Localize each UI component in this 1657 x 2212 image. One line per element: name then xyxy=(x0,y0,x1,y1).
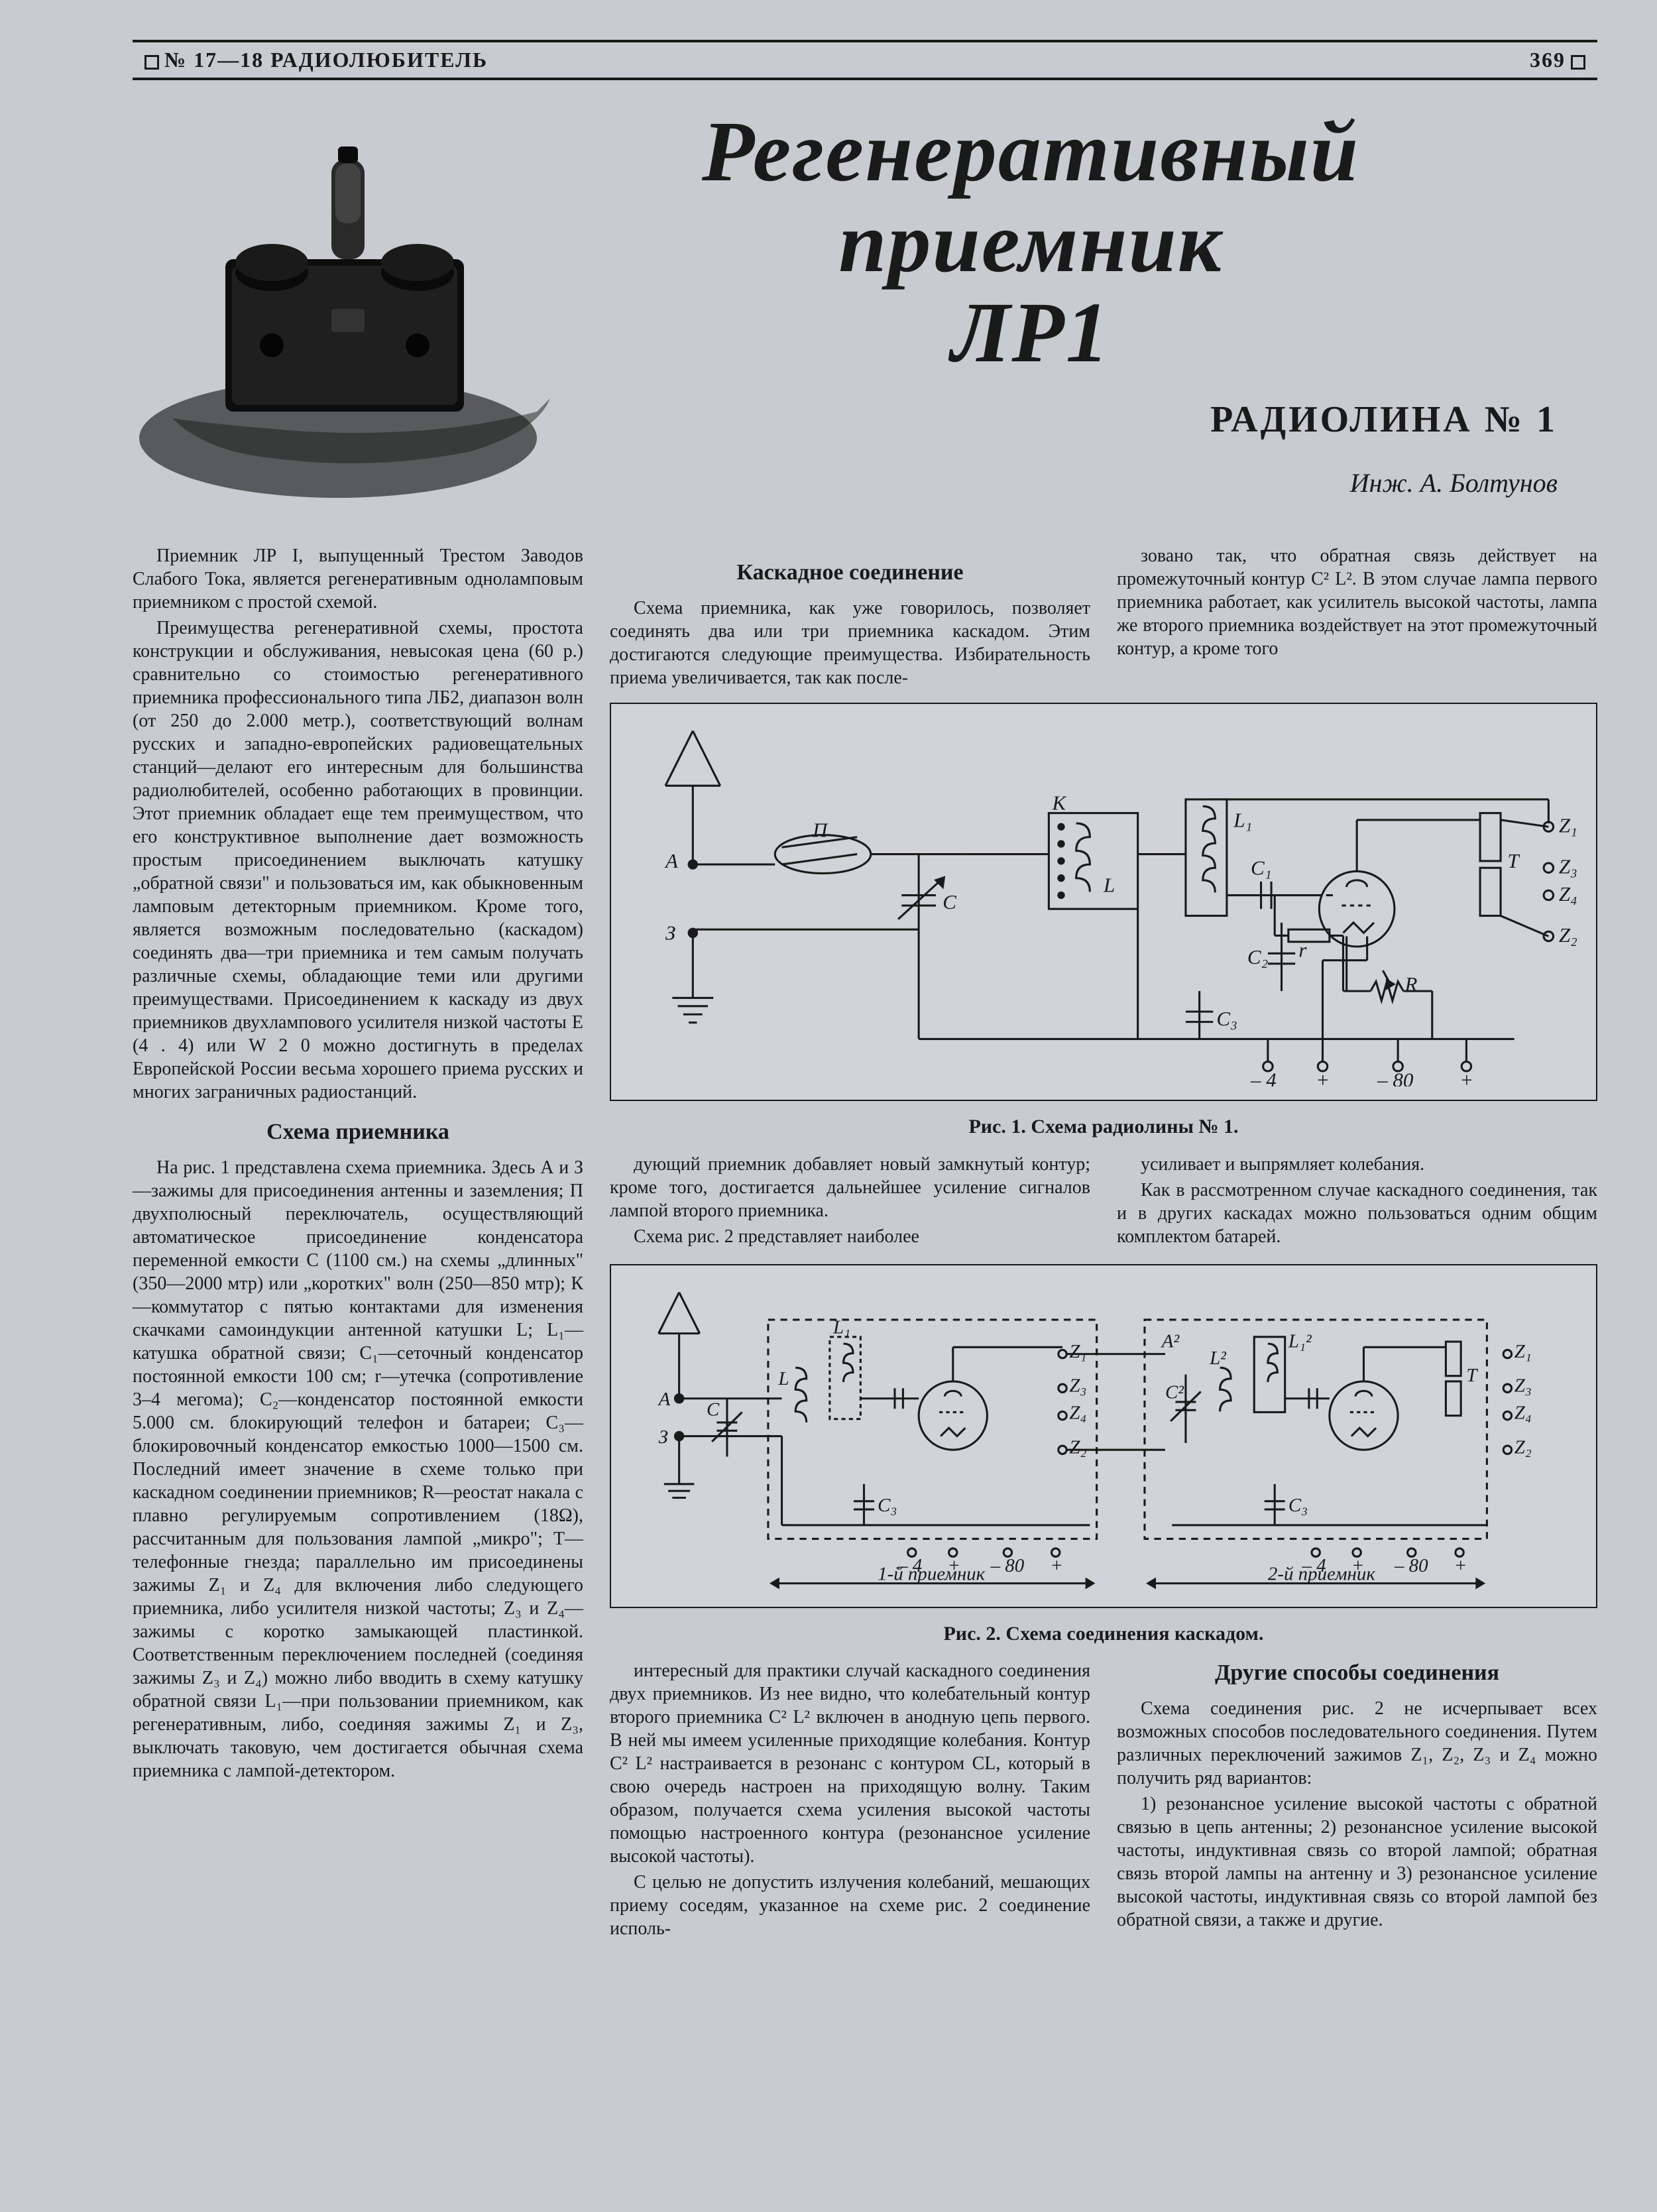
svg-text:+: + xyxy=(1316,1068,1330,1086)
svg-text:L₁: L₁ xyxy=(1233,808,1252,831)
svg-text:А: А xyxy=(664,849,679,872)
svg-text:C₁: C₁ xyxy=(1251,856,1271,879)
figure-2: А З C L L₁ xyxy=(610,1264,1597,1608)
svg-text:C²: C² xyxy=(1165,1381,1184,1403)
other-p2: 1) резонансное усиление высокой частоты … xyxy=(1117,1792,1597,1932)
cascade-p3b: усиливает и выпрямляет колебания. xyxy=(1117,1153,1597,1176)
svg-text:R: R xyxy=(1404,972,1417,996)
author: Инж. А. Болтунов xyxy=(464,467,1597,498)
svg-text:L: L xyxy=(1103,873,1115,896)
svg-text:C₃: C₃ xyxy=(1288,1495,1308,1516)
svg-text:L₁: L₁ xyxy=(832,1316,850,1338)
svg-text:2-й приемник: 2-й приемник xyxy=(1268,1563,1375,1584)
svg-text:C₃: C₃ xyxy=(878,1495,897,1516)
cascade-p4: интересный для практики случай каскадног… xyxy=(610,1659,1090,1868)
other-p1: Схема соединения рис. 2 не исчерпывает в… xyxy=(1117,1697,1597,1790)
svg-text:Z₂: Z₂ xyxy=(1069,1436,1086,1458)
svg-text:C₃: C₃ xyxy=(1216,1006,1237,1029)
title-block: Регенеративный приемник ЛР1 РАДИОЛИНА № … xyxy=(133,107,1597,518)
svg-text:З: З xyxy=(665,921,675,944)
svg-text:C: C xyxy=(707,1399,720,1420)
svg-text:Z₁: Z₁ xyxy=(1069,1341,1086,1362)
intro-p2: Преимущества регенеративной схемы, прост… xyxy=(133,616,583,1104)
svg-text:– 80: – 80 xyxy=(1394,1555,1428,1576)
svg-text:Z₃: Z₃ xyxy=(1069,1375,1086,1396)
svg-text:– 80: – 80 xyxy=(990,1555,1025,1576)
cascade-p2: дующий приемник добавляет новый замкнуты… xyxy=(610,1153,1090,1222)
schema-p1: На рис. 1 представлена схема приемника. … xyxy=(133,1156,583,1782)
svg-text:1-й приемник: 1-й приемник xyxy=(878,1563,985,1584)
svg-text:L²: L² xyxy=(1209,1348,1227,1369)
svg-text:К: К xyxy=(1052,791,1067,814)
cascade-p5: С целью не допустить излучения колебаний… xyxy=(610,1871,1090,1940)
bottom-text: интересный для практики случай каскадног… xyxy=(610,1659,1597,1944)
schema-heading: Схема приемника xyxy=(133,1118,583,1147)
intro-p1: Приемник ЛР I, выпущенный Трестом Заводо… xyxy=(133,544,583,614)
svg-text:L₁²: L₁² xyxy=(1288,1330,1312,1352)
header-page-number: 369 xyxy=(1530,48,1597,72)
svg-text:Z₃: Z₃ xyxy=(1514,1375,1532,1396)
body-area: Приемник ЛР I, выпущенный Трестом Заводо… xyxy=(133,544,1597,1945)
right-column: Каскадное соединение Схема приемника, ка… xyxy=(610,544,1597,1945)
cascade-top-text: Каскадное соединение Схема приемника, ка… xyxy=(610,544,1597,689)
svg-text:Z₃: Z₃ xyxy=(1559,854,1577,878)
svg-text:T: T xyxy=(1466,1365,1478,1386)
cascade-p1: Схема приемника, как уже говорилось, поз… xyxy=(610,597,1090,689)
fig1-caption: Рис. 1. Схема радиолины № 1. xyxy=(610,1114,1597,1139)
svg-text:r: r xyxy=(1298,938,1307,961)
cascade-p3c: Как в рассмотренном случае каскадного со… xyxy=(1117,1179,1597,1248)
svg-text:А²: А² xyxy=(1161,1330,1180,1352)
svg-text:T: T xyxy=(1507,849,1520,872)
left-column: Приемник ЛР I, выпущенный Трестом Заводо… xyxy=(133,544,583,1945)
header-issue: № 17—18 РАДИОЛЮБИТЕЛЬ xyxy=(133,48,488,72)
svg-text:Z₁: Z₁ xyxy=(1559,813,1577,837)
cascade-p3: Схема рис. 2 представляет наиболее xyxy=(610,1225,1090,1248)
svg-text:– 80: – 80 xyxy=(1377,1068,1414,1086)
svg-text:Z₂: Z₂ xyxy=(1559,923,1577,946)
svg-text:Z₄: Z₄ xyxy=(1559,882,1577,905)
svg-text:Z₄: Z₄ xyxy=(1514,1402,1532,1423)
svg-text:+: + xyxy=(1454,1555,1467,1576)
main-title: Регенеративный приемник ЛР1 xyxy=(464,107,1597,378)
product-photo xyxy=(139,120,570,504)
svg-text:+: + xyxy=(1459,1068,1473,1086)
cascade-heading: Каскадное соединение xyxy=(610,559,1090,587)
figure-1: А П C xyxy=(610,703,1597,1102)
page-header: № 17—18 РАДИОЛЮБИТЕЛЬ 369 xyxy=(133,40,1597,80)
svg-text:L: L xyxy=(777,1368,789,1389)
cascade-p1b: зовано так, что обратная связь действует… xyxy=(1117,544,1597,660)
svg-text:Z₁: Z₁ xyxy=(1514,1341,1532,1362)
svg-text:C₂: C₂ xyxy=(1247,945,1269,968)
svg-text:Z₂: Z₂ xyxy=(1514,1436,1532,1458)
fig2-caption: Рис. 2. Схема соединения каскадом. xyxy=(610,1621,1597,1647)
svg-text:– 4: – 4 xyxy=(1250,1068,1277,1086)
other-heading: Другие способы соединения xyxy=(1117,1659,1597,1688)
svg-text:+: + xyxy=(1050,1555,1063,1576)
svg-text:З: З xyxy=(659,1426,668,1448)
svg-text:Z₄: Z₄ xyxy=(1069,1402,1086,1423)
svg-text:П: П xyxy=(812,818,828,841)
page: № 17—18 РАДИОЛЮБИТЕЛЬ 369 xyxy=(0,0,1657,2212)
svg-text:А: А xyxy=(657,1389,671,1410)
cascade-mid-text: дующий приемник добавляет новый замкнуты… xyxy=(610,1153,1597,1251)
svg-text:C: C xyxy=(943,890,956,913)
subtitle: РАДИОЛИНА № 1 xyxy=(464,398,1597,441)
